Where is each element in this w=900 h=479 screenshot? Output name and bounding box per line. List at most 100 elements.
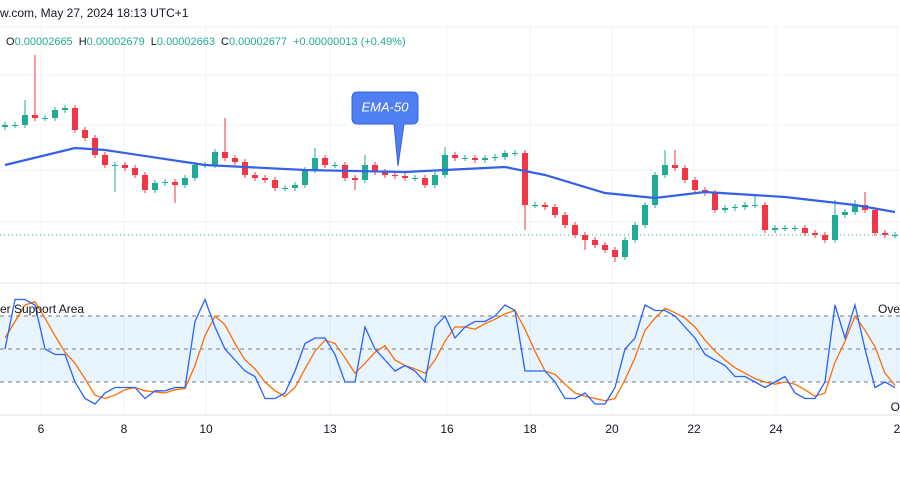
candle-body [532, 205, 538, 206]
candle-body [722, 208, 728, 210]
candle-body [242, 162, 248, 175]
candle-body [112, 165, 118, 166]
candle-body [582, 235, 588, 240]
candle-body [542, 205, 548, 207]
x-tick-label: 16 [440, 422, 454, 436]
candle-body [282, 188, 288, 189]
candle-body [842, 212, 848, 215]
candle-body [92, 138, 98, 155]
candle-body [402, 176, 408, 178]
ohlc-legend: O0.00002665 H0.00002679 L0.00002663 C0.0000… [6, 36, 406, 48]
candle-body [632, 225, 638, 240]
band-label: er Support Area [0, 302, 84, 316]
candle-body [352, 178, 358, 180]
callout-text: EMA-50 [362, 99, 410, 114]
candle-body [742, 205, 748, 207]
candle-body [652, 175, 658, 205]
callout-box [351, 91, 419, 167]
candle-body [252, 175, 258, 178]
candle-body [832, 215, 838, 240]
candle-body [312, 158, 318, 170]
candle-body [692, 180, 698, 190]
candle-body [472, 158, 478, 160]
candle-body [82, 130, 88, 138]
candle-body [592, 240, 598, 245]
x-tick-label: 2 [894, 422, 900, 436]
candle-body [682, 168, 688, 180]
candle-body [512, 153, 518, 154]
candle-body [332, 165, 338, 166]
candle-body [372, 165, 378, 172]
candle-body [792, 228, 798, 229]
ohlc-key: H [79, 36, 87, 48]
candle-body [802, 228, 808, 233]
candle-body [302, 170, 308, 185]
candle-body [52, 110, 58, 118]
candle-body [412, 178, 418, 179]
candle-body [772, 228, 778, 230]
candle-body [162, 182, 168, 183]
stoch-k [4, 297, 896, 405]
ohlc-key: L [151, 36, 157, 48]
candle-body [872, 210, 878, 233]
candle-body [892, 235, 898, 236]
candle-body [212, 152, 218, 165]
x-tick-label: 10 [199, 422, 213, 436]
ohlc-key: C [221, 36, 229, 48]
ohlc-value: 0.00002677 [229, 36, 287, 48]
candle-body [602, 245, 608, 250]
upper-label: Ove [878, 302, 900, 316]
candle-body [42, 118, 48, 119]
candle-body [32, 115, 38, 118]
candle-body [12, 125, 18, 126]
candle-body [452, 155, 458, 158]
x-tick-label: 22 [687, 422, 701, 436]
candle-body [552, 207, 558, 215]
ohlc-value: 0.00002665 [15, 36, 73, 48]
candle-body [292, 185, 298, 188]
candle-body [222, 152, 228, 158]
candle-body [642, 205, 648, 225]
candle-body [132, 168, 138, 175]
candle-body [752, 205, 758, 206]
candle-body [22, 115, 28, 125]
x-tick-label: 20 [605, 422, 619, 436]
candle-body [612, 250, 618, 257]
candle-body [782, 228, 788, 229]
candle-body [182, 178, 188, 185]
candle-body [822, 235, 828, 240]
candle-body [272, 180, 278, 188]
candle-body [522, 153, 528, 205]
candle-body [432, 175, 438, 185]
candle-body [762, 205, 768, 230]
x-tick-label: 18 [523, 422, 537, 436]
ema-line [4, 146, 896, 214]
candle-body [232, 158, 238, 162]
candle-body [362, 165, 368, 180]
candle-body [732, 207, 738, 208]
header: w.com, May 27, 2024 18:13 UTC+1 [0, 6, 189, 20]
ohlc-value: 0.00002663 [157, 36, 215, 48]
candle-body [502, 153, 508, 157]
candle-body [262, 178, 268, 180]
ohlc-change: +0.00000013 (+0.49%) [293, 36, 406, 48]
ema-callout: EMA-50 [351, 91, 419, 167]
candle-body [172, 182, 178, 185]
lower-label: O [891, 400, 900, 414]
candle-body [392, 175, 398, 176]
candle-body [622, 240, 628, 257]
ohlc-key: O [6, 36, 15, 48]
candle-body [672, 165, 678, 168]
candle-body [812, 233, 818, 235]
candle-body [62, 108, 68, 110]
candle-body [2, 125, 8, 127]
candle-body [572, 225, 578, 235]
candle-body [492, 157, 498, 158]
candle-body [152, 183, 158, 190]
candle-body [422, 178, 428, 185]
plot [0, 55, 900, 405]
candle-body [122, 165, 128, 168]
